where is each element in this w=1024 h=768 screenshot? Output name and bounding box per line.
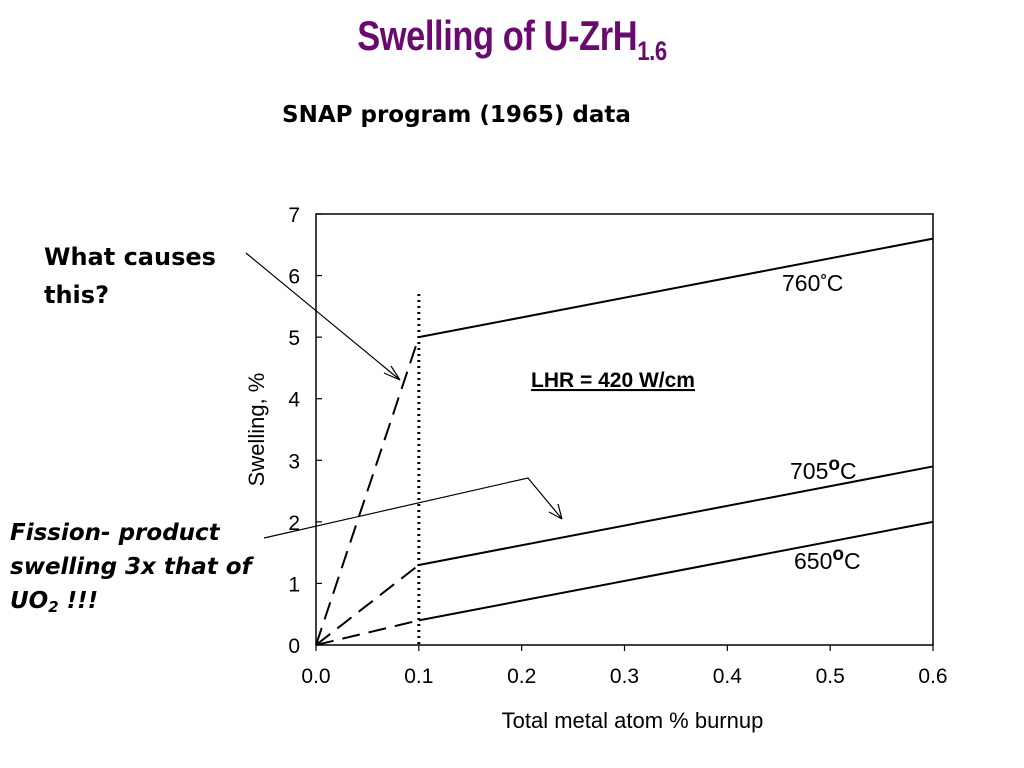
callout-swelling-suffix: !!! <box>58 588 99 614</box>
y-tick-label: 7 <box>288 204 300 227</box>
series-label: 760°C <box>782 270 843 296</box>
x-tick-label: 0.1 <box>404 665 433 688</box>
x-tick-label: 0.6 <box>918 665 947 688</box>
callout-question: What causes this? <box>44 243 216 309</box>
y-tick-label: 1 <box>288 573 300 596</box>
slide-subtitle: SNAP program (1965) data <box>282 102 631 128</box>
callout-swelling-text: Fission- product swelling 3x that of UO <box>10 520 252 614</box>
series-labels: 760°C 705oC 650oC <box>782 270 861 574</box>
series-solid-line <box>418 237 934 339</box>
y-tick-label: 5 <box>288 327 300 350</box>
slide-title: Swelling of U-ZrH1.6 <box>92 12 932 67</box>
series-dashed-line <box>315 564 420 646</box>
x-axis-ticks: 0.0 0.1 0.2 0.3 0.4 0.5 0.6 <box>301 645 948 688</box>
y-tick-label: 4 <box>288 389 300 412</box>
x-tick-label: 0.3 <box>610 665 639 688</box>
y-tick-label: 0 <box>288 635 300 658</box>
callout-swelling: Fission- product swelling 3x that of UO2… <box>10 516 280 624</box>
plot-frame <box>315 213 934 646</box>
x-axis-label: Total metal atom % burnup <box>502 708 764 733</box>
x-tick-label: 0.4 <box>713 665 743 688</box>
y-tick-label: 6 <box>288 266 300 289</box>
y-axis-ticks: 0 1 2 3 4 5 6 7 <box>288 204 322 658</box>
series-label: 705oC <box>790 454 857 484</box>
lhr-annotation: LHR = 420 W/cm <box>531 369 695 392</box>
series-dashed-line <box>315 336 420 646</box>
y-axis-label: Swelling, % <box>244 373 269 487</box>
callout-swelling-arrow <box>263 477 563 539</box>
y-tick-label: 2 <box>288 512 300 535</box>
series-solid-line <box>418 465 934 566</box>
x-tick-label: 0.0 <box>301 665 330 688</box>
series-solid-line <box>418 520 934 622</box>
y-tick-label: 3 <box>288 450 300 473</box>
x-tick-label: 0.5 <box>816 665 845 688</box>
series-layer <box>315 237 934 646</box>
title-text: Swelling of U-ZrH <box>357 12 638 59</box>
series-label: 650oC <box>794 544 861 574</box>
title-subscript: 1.6 <box>637 36 667 66</box>
x-tick-label: 0.2 <box>507 665 536 688</box>
callout-question-arrow <box>245 252 401 381</box>
series-dashed-line <box>315 619 420 646</box>
callout-swelling-subscript: 2 <box>48 598 59 616</box>
